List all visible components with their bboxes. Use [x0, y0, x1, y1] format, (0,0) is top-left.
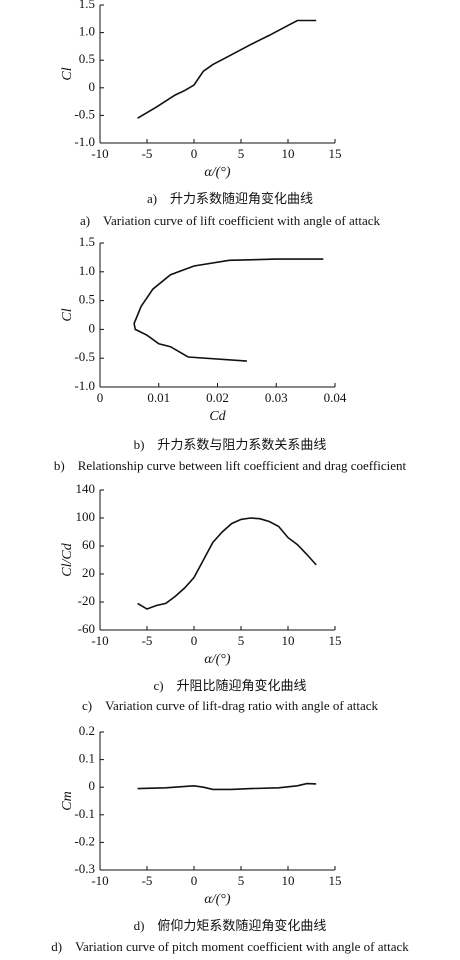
caption-cn: b) 升力系数与阻力系数关系曲线 [134, 437, 327, 452]
y-tick-label: -0.1 [74, 806, 95, 821]
y-tick-label: 100 [76, 509, 96, 524]
caption-en: b) Relationship curve between lift coeff… [54, 458, 407, 473]
x-tick-label: 5 [238, 873, 245, 888]
y-tick-label: -0.3 [74, 861, 95, 876]
y-tick-label: 1.5 [79, 0, 95, 11]
y-axis-label: Cl/Cd [60, 542, 75, 576]
y-tick-label: -60 [78, 621, 95, 636]
x-axis-label: Cd [209, 409, 226, 424]
data-line [137, 782, 317, 791]
x-tick-label: 10 [282, 633, 295, 648]
caption-cn: c) 升阻比随迎角变化曲线 [153, 678, 306, 693]
x-tick-label: 10 [282, 873, 295, 888]
x-tick-label: -5 [142, 873, 153, 888]
y-tick-label: 0 [89, 778, 96, 793]
data-line [133, 258, 324, 362]
caption-en: d) Variation curve of pitch moment coeff… [51, 939, 409, 954]
y-axis-label: Cl [60, 308, 75, 321]
data-line [137, 517, 317, 610]
x-tick-label: 0 [191, 633, 198, 648]
y-tick-label: 0 [89, 79, 96, 94]
x-tick-label: 0 [97, 390, 104, 405]
x-tick-label: -10 [91, 873, 108, 888]
y-tick-label: 1.5 [79, 234, 95, 249]
y-tick-label: -0.5 [74, 106, 95, 121]
y-tick-label: -0.5 [74, 349, 95, 364]
y-tick-label: -0.2 [74, 833, 95, 848]
x-axis-label: α/(°) [204, 165, 230, 180]
x-tick-label: 10 [282, 146, 295, 161]
caption-en: a) Variation curve of lift coefficient w… [80, 213, 381, 228]
y-tick-label: -1.0 [74, 134, 95, 149]
x-tick-label: -5 [142, 633, 153, 648]
y-tick-label: -1.0 [74, 378, 95, 393]
y-tick-label: 0 [89, 320, 96, 335]
x-tick-label: 0.03 [265, 390, 288, 405]
x-axis-label: α/(°) [204, 652, 230, 667]
y-axis-label: Cl [60, 67, 75, 80]
y-tick-label: 1.0 [79, 24, 95, 39]
y-tick-label: 20 [82, 565, 95, 580]
y-tick-label: 0.5 [79, 51, 95, 66]
y-tick-label: 140 [76, 481, 96, 496]
x-tick-label: 15 [329, 633, 342, 648]
caption-en: c) Variation curve of lift-drag ratio wi… [82, 698, 378, 713]
x-tick-label: 15 [329, 873, 342, 888]
x-tick-label: 5 [238, 633, 245, 648]
x-tick-label: 0.02 [206, 390, 229, 405]
y-tick-label: 0.5 [79, 292, 95, 307]
x-tick-label: 0.01 [147, 390, 170, 405]
y-tick-label: 60 [82, 537, 95, 552]
x-tick-label: -10 [91, 146, 108, 161]
x-tick-label: 15 [329, 146, 342, 161]
y-tick-label: 0.2 [79, 723, 95, 738]
x-tick-label: 0 [191, 873, 198, 888]
y-tick-label: -20 [78, 593, 95, 608]
y-axis-label: Cm [60, 791, 75, 810]
caption-cn: a) 升力系数随迎角变化曲线 [147, 191, 313, 206]
caption-cn: d) 俯仰力矩系数随迎角变化曲线 [134, 918, 327, 933]
x-tick-label: 0 [191, 146, 198, 161]
x-tick-label: 5 [238, 146, 245, 161]
y-tick-label: 0.1 [79, 751, 95, 766]
x-tick-label: -10 [91, 633, 108, 648]
x-tick-label: -5 [142, 146, 153, 161]
x-tick-label: 0.04 [324, 390, 347, 405]
data-line [137, 19, 317, 119]
y-tick-label: 1.0 [79, 263, 95, 278]
x-axis-label: α/(°) [204, 892, 230, 907]
